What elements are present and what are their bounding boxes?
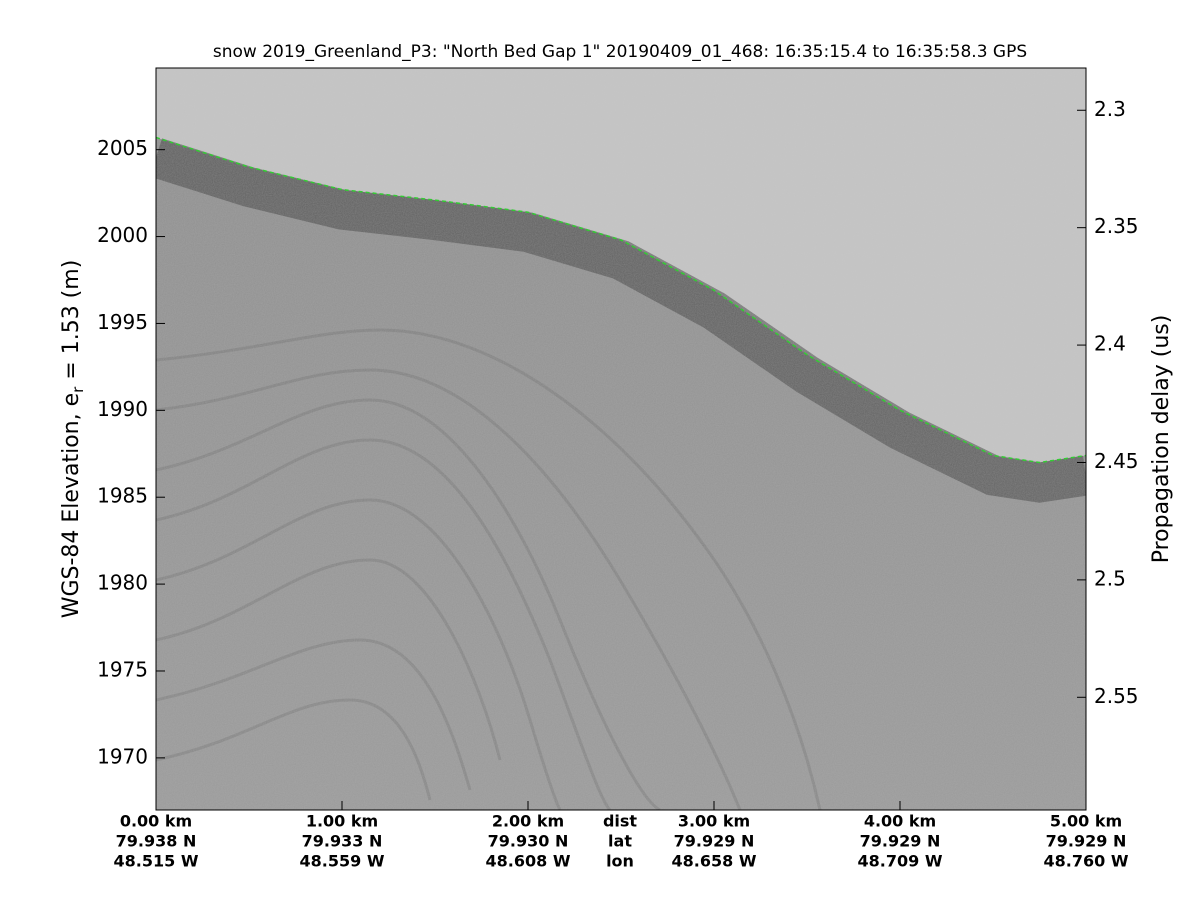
lat-label: 79.938 N (116, 832, 197, 851)
y2-tick-label: 2.45 (1094, 449, 1139, 473)
surface-line (156, 136, 1086, 464)
lon-label: 48.559 W (300, 852, 385, 871)
lon-label: 48.760 W (1044, 852, 1129, 871)
y-tick-label: 1990 (97, 397, 148, 421)
y-tick-label: 1975 (97, 657, 148, 681)
lon-label: 48.709 W (858, 852, 943, 871)
y2-tick-label: 2.5 (1094, 566, 1126, 590)
row-label: dist (603, 812, 637, 831)
x-tick-label: 5.00 km (1050, 812, 1122, 831)
y2-tick-label: 2.3 (1094, 97, 1126, 121)
y-label-sub: r (69, 386, 87, 393)
x-tick-label: 4.00 km (864, 812, 936, 831)
lat-label: 79.929 N (860, 832, 941, 851)
y-tick-label: 1985 (97, 484, 148, 508)
y-label-main: WGS-84 Elevation, e (59, 393, 84, 618)
y-axis-label: WGS-84 Elevation, er = 1.53 (m) (59, 260, 87, 619)
y2-tick-label: 2.35 (1094, 214, 1139, 238)
y-tick-label: 2005 (97, 136, 148, 160)
lat-label: 79.929 N (674, 832, 755, 851)
y-tick-label: 1980 (97, 571, 148, 595)
lat-label: 79.930 N (488, 832, 569, 851)
y-tick-label: 2000 (97, 223, 148, 247)
x-tick-label: 0.00 km (120, 812, 192, 831)
plot-frame (155, 67, 1087, 811)
y-label-rest: = 1.53 (m) (59, 260, 84, 387)
lon-label: 48.515 W (114, 852, 199, 871)
x-tick-label: 2.00 km (492, 812, 564, 831)
lat-label: 79.933 N (302, 832, 383, 851)
speckle (156, 68, 1086, 810)
chart-title: snow 2019_Greenland_P3: "North Bed Gap 1… (213, 42, 1027, 62)
row-label: lat (608, 832, 632, 851)
y2-tick-label: 2.55 (1094, 684, 1139, 708)
y-tick-label: 1970 (97, 744, 148, 768)
y-tick-label: 1995 (97, 310, 148, 334)
y2-tick-label: 2.4 (1094, 332, 1126, 356)
lon-label: 48.608 W (486, 852, 571, 871)
x-tick-label: 1.00 km (306, 812, 378, 831)
echogram (156, 68, 1086, 810)
lon-label: 48.658 W (672, 852, 757, 871)
y2-axis-label: Propagation delay (us) (1149, 315, 1174, 564)
row-label: lon (606, 852, 634, 871)
lat-label: 79.929 N (1046, 832, 1127, 851)
x-tick-label: 3.00 km (678, 812, 750, 831)
